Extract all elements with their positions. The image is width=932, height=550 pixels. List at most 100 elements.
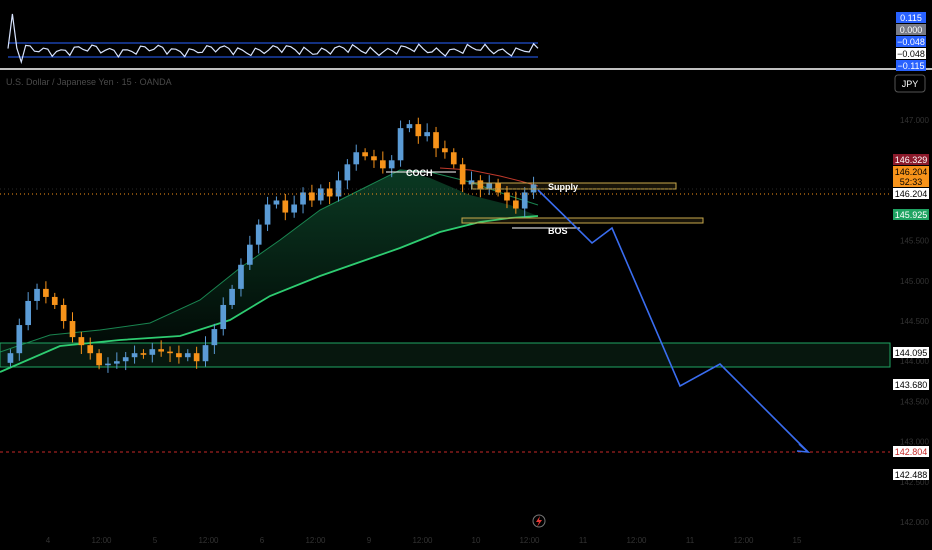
candle[interactable] bbox=[406, 124, 413, 129]
candle[interactable] bbox=[140, 353, 147, 355]
candle[interactable] bbox=[273, 200, 280, 205]
candle[interactable] bbox=[25, 300, 32, 326]
candle[interactable] bbox=[326, 188, 333, 197]
candle[interactable] bbox=[113, 361, 120, 364]
candle[interactable] bbox=[468, 180, 475, 185]
candle[interactable] bbox=[105, 363, 111, 366]
price-badge: 143.680 bbox=[893, 379, 929, 390]
candle[interactable] bbox=[353, 152, 360, 165]
time-tick-label: 12:00 bbox=[91, 536, 112, 545]
time-axis[interactable]: 4 12:00 5 12:00 6 12:00 9 12:00 10 12:00 11 12:00 11… bbox=[46, 536, 802, 545]
candle[interactable] bbox=[34, 288, 40, 301]
candle[interactable] bbox=[291, 204, 298, 213]
price-badge: 146.204 bbox=[893, 188, 929, 199]
candle[interactable] bbox=[211, 329, 218, 346]
candle[interactable] bbox=[397, 128, 404, 161]
demand-zone[interactable] bbox=[0, 342, 891, 368]
supply-zone[interactable] bbox=[471, 182, 677, 190]
candle[interactable] bbox=[477, 180, 484, 189]
candle[interactable] bbox=[344, 164, 351, 181]
candle[interactable] bbox=[495, 182, 501, 193]
currency-button[interactable]: JPY bbox=[894, 74, 926, 93]
candle[interactable] bbox=[87, 345, 94, 354]
candle[interactable] bbox=[202, 345, 209, 362]
price-badge-label: 145.925 bbox=[895, 210, 928, 220]
candle[interactable] bbox=[442, 148, 448, 153]
bos-zone[interactable] bbox=[461, 217, 704, 224]
candle[interactable] bbox=[371, 156, 377, 161]
price-badge: 144.095 bbox=[893, 347, 929, 358]
candle[interactable] bbox=[362, 152, 368, 157]
candle[interactable] bbox=[220, 304, 227, 330]
candle[interactable] bbox=[433, 132, 439, 149]
candle[interactable] bbox=[167, 351, 173, 354]
ema-ribbon-fill bbox=[0, 170, 538, 372]
candle[interactable] bbox=[229, 288, 235, 305]
candle[interactable] bbox=[512, 200, 519, 209]
svg-text:−0.048: −0.048 bbox=[897, 37, 925, 47]
candle[interactable] bbox=[486, 182, 493, 189]
osc-scale-label: 0.000 bbox=[896, 24, 926, 35]
candle[interactable] bbox=[388, 160, 395, 169]
candle[interactable] bbox=[264, 204, 271, 225]
price-badge-label: 146.204 bbox=[895, 189, 928, 199]
candle[interactable] bbox=[16, 325, 23, 354]
candle[interactable] bbox=[521, 192, 528, 209]
candle[interactable] bbox=[51, 296, 58, 305]
candle[interactable] bbox=[246, 244, 253, 265]
time-tick-label: 11 bbox=[579, 536, 588, 545]
candle[interactable] bbox=[335, 180, 342, 197]
price-badge-label: 146.329 bbox=[895, 155, 928, 165]
price-tick-label: 142.500 bbox=[900, 478, 929, 487]
candle[interactable] bbox=[184, 353, 191, 358]
time-tick-label: 12:00 bbox=[198, 536, 219, 545]
projection-arrowhead bbox=[796, 443, 811, 454]
candle[interactable] bbox=[60, 304, 67, 322]
candle[interactable] bbox=[238, 264, 244, 289]
candle[interactable] bbox=[193, 353, 200, 362]
svg-text:0.000: 0.000 bbox=[900, 25, 923, 35]
price-tick-label: 143.000 bbox=[900, 438, 929, 447]
time-tick-label: 4 bbox=[46, 536, 51, 545]
price-tick-label: 143.500 bbox=[900, 397, 929, 406]
price-badge-label: 146.204 bbox=[895, 167, 928, 177]
candle[interactable] bbox=[415, 124, 422, 137]
candle[interactable] bbox=[158, 349, 165, 352]
candle[interactable] bbox=[176, 353, 182, 358]
candle[interactable] bbox=[149, 349, 156, 355]
candle[interactable] bbox=[504, 192, 510, 201]
candle[interactable] bbox=[530, 184, 537, 193]
time-tick-label: 12:00 bbox=[733, 536, 754, 545]
candle[interactable] bbox=[309, 192, 315, 201]
candle[interactable] bbox=[122, 357, 129, 362]
candle[interactable] bbox=[69, 321, 76, 338]
candle[interactable] bbox=[379, 160, 386, 169]
replay-icon[interactable] bbox=[532, 514, 546, 528]
time-tick-label: 6 bbox=[260, 536, 265, 545]
candle[interactable] bbox=[78, 337, 85, 346]
time-tick-label: 9 bbox=[367, 536, 372, 545]
choch-label: COCH bbox=[406, 168, 433, 178]
candle[interactable] bbox=[459, 164, 466, 185]
candle[interactable] bbox=[282, 200, 289, 213]
time-tick-label: 12:00 bbox=[626, 536, 647, 545]
projection-path[interactable] bbox=[537, 189, 809, 453]
candle[interactable] bbox=[7, 353, 14, 363]
time-tick-label: 12:00 bbox=[412, 536, 433, 545]
price-badges: 146.329146.20452:33146.204145.925144.095… bbox=[893, 154, 929, 480]
candle[interactable] bbox=[131, 353, 138, 358]
candle[interactable] bbox=[96, 353, 102, 366]
price-badge: 142.488 bbox=[893, 469, 929, 480]
candle[interactable] bbox=[424, 132, 431, 137]
candle[interactable] bbox=[255, 224, 262, 245]
price-badge-label: 142.804 bbox=[895, 447, 928, 457]
candle[interactable] bbox=[300, 192, 306, 205]
price-tick-label: 145.500 bbox=[900, 237, 929, 246]
candle[interactable] bbox=[43, 288, 49, 297]
price-tick-label: 142.000 bbox=[900, 518, 929, 527]
price-tick-label: 147.000 bbox=[900, 116, 929, 125]
candle[interactable] bbox=[450, 152, 457, 165]
